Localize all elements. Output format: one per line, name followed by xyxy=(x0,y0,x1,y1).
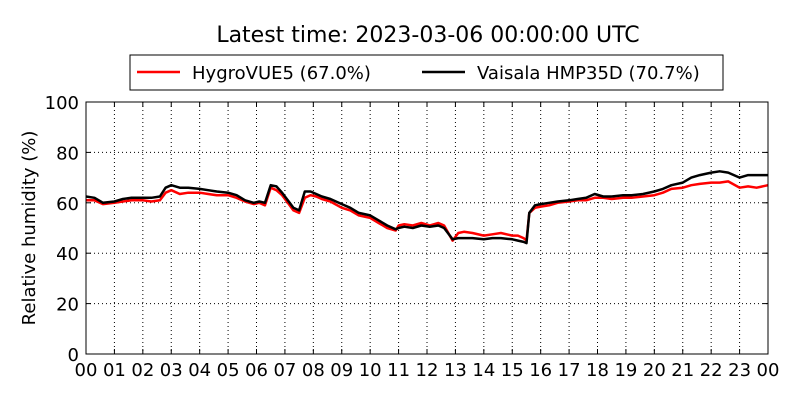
x-tick-label: 14 xyxy=(472,360,495,381)
x-tick-label: 08 xyxy=(302,360,325,381)
legend-label-hygrovue5: HygroVUE5 (67.0%) xyxy=(192,63,371,84)
y-tick-label: 0 xyxy=(68,345,79,366)
x-tick-label: 00 xyxy=(75,360,98,381)
x-tick-label: 05 xyxy=(217,360,240,381)
x-tick-label: 13 xyxy=(444,360,467,381)
x-tick-label: 19 xyxy=(614,360,637,381)
legend-label-vaisala: Vaisala HMP35D (70.7%) xyxy=(477,63,700,84)
x-tick-label: 06 xyxy=(245,360,268,381)
grid xyxy=(86,102,768,354)
x-tick-label: 01 xyxy=(103,360,126,381)
x-tick-label: 12 xyxy=(416,360,439,381)
x-tick-label: 16 xyxy=(529,360,552,381)
x-tick-label: 20 xyxy=(643,360,666,381)
legend: HygroVUE5 (67.0%) Vaisala HMP35D (70.7%) xyxy=(129,54,724,91)
y-tick-label: 100 xyxy=(45,93,79,114)
y-axis-label: Relative humidity (%) xyxy=(19,131,40,326)
tick-labels: 00 01 02 03 04 05 06 07 08 09 10 11 12 13 14 15 16 17 18 19… xyxy=(45,93,780,381)
series-layer xyxy=(85,170,769,245)
x-tick-label: 11 xyxy=(387,360,410,381)
ticks xyxy=(85,101,769,355)
y-tick-label: 80 xyxy=(56,143,79,164)
y-tick-label: 60 xyxy=(56,194,79,215)
series-line-vaisala xyxy=(85,170,768,245)
x-tick-label: 15 xyxy=(501,360,524,381)
series-line-hygrovue5 xyxy=(86,180,769,242)
plot-frame xyxy=(85,101,769,355)
x-tick-label: 00 xyxy=(757,360,780,381)
y-tick-label: 20 xyxy=(56,295,79,316)
x-tick-label: 23 xyxy=(728,360,751,381)
x-tick-label: 09 xyxy=(330,360,353,381)
x-tick-label: 04 xyxy=(188,360,211,381)
x-tick-label: 18 xyxy=(586,360,609,381)
y-tick-label: 40 xyxy=(56,244,79,265)
x-tick-label: 02 xyxy=(131,360,154,381)
chart-title: Latest time: 2023-03-06 00:00:00 UTC xyxy=(216,23,639,48)
x-tick-label: 03 xyxy=(160,360,183,381)
x-tick-label: 22 xyxy=(700,360,723,381)
x-tick-label: 21 xyxy=(671,360,694,381)
x-tick-label: 17 xyxy=(558,360,581,381)
x-tick-label: 10 xyxy=(359,360,382,381)
x-tick-label: 07 xyxy=(273,360,296,381)
